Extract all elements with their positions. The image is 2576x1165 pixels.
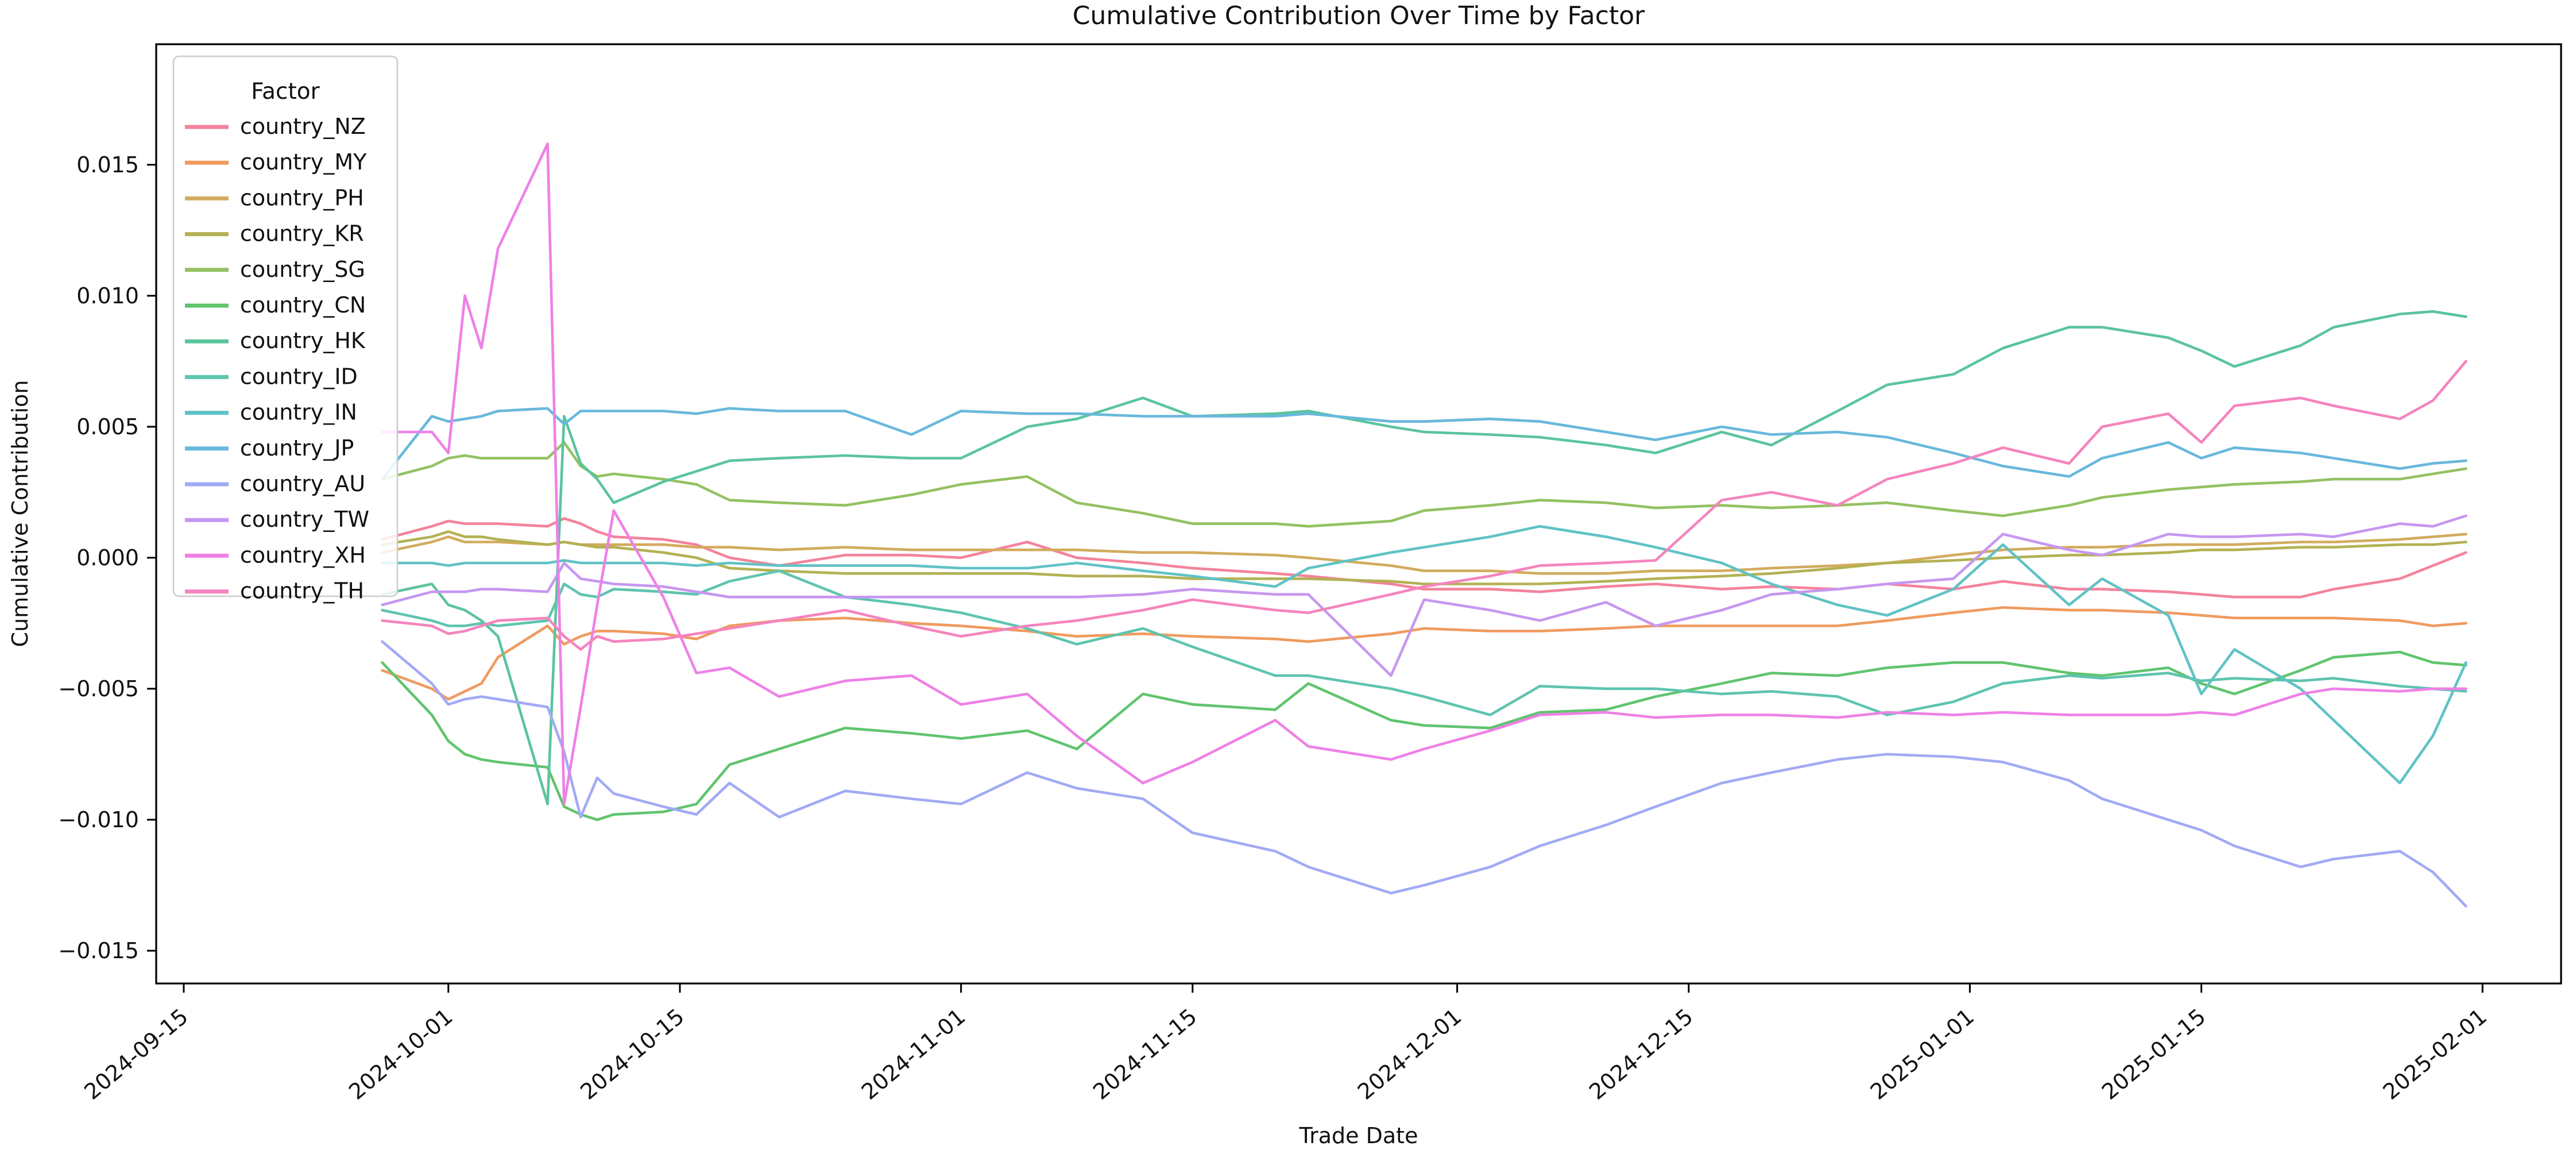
x-tick-label: 2025-01-15 — [2097, 1004, 2210, 1105]
y-axis-label: Cumulative Contribution — [7, 380, 33, 647]
legend-item-country_IN: country_IN — [185, 400, 357, 425]
series-line-country_TH — [381, 360, 2467, 651]
legend-item-country_HK: country_HK — [185, 328, 366, 353]
y-tick-label: 0.005 — [76, 414, 139, 439]
legend-label-country_TH: country_TH — [240, 578, 364, 604]
legend-items: country_NZ country_MY country_PH country_KR… — [185, 114, 369, 604]
series-line-country_NZ — [381, 517, 2467, 599]
legend-label-country_ID: country_ID — [240, 364, 358, 389]
x-tick-label: 2024-10-15 — [575, 1004, 689, 1105]
x-tick-label: 2025-02-01 — [2378, 1004, 2492, 1105]
legend-label-country_KR: country_KR — [240, 221, 364, 246]
legend-item-country_ID: country_ID — [185, 364, 358, 389]
y-tick-label: 0.010 — [76, 283, 139, 308]
y-tick-label: 0.015 — [76, 152, 139, 178]
legend-item-country_AU: country_AU — [185, 471, 365, 496]
legend-box — [172, 55, 399, 597]
y-tick-label: −0.015 — [58, 938, 139, 963]
x-tick-label: 2025-01-01 — [1866, 1004, 1979, 1105]
y-tick-label: 0.000 — [76, 545, 139, 570]
legend-label-country_JP: country_JP — [240, 435, 354, 461]
legend-label-country_SG: country_SG — [240, 257, 365, 282]
legend-item-country_XH: country_XH — [185, 542, 366, 568]
x-axis-label: Trade Date — [1299, 1123, 1418, 1148]
x-axis-ticks: 2024-09-15 2024-10-01 2024-10-15 2024-11-01… — [79, 983, 2492, 1105]
legend-item-country_JP: country_JP — [185, 435, 354, 461]
series-line-country_CN — [381, 650, 2467, 821]
legend-item-country_TW: country_TW — [185, 507, 369, 532]
y-axis-ticks: 0.015 0.010 0.005 0.000 −0.005 −0.010 −0.015 — [58, 152, 156, 963]
legend-item-country_CN: country_CN — [185, 292, 366, 318]
y-tick-label: −0.010 — [58, 807, 139, 832]
x-tick-label: 2024-11-15 — [1088, 1004, 1201, 1105]
legend-label-country_NZ: country_NZ — [240, 114, 366, 139]
legend-title: Factor — [251, 79, 320, 105]
legend-label-country_AU: country_AU — [240, 471, 365, 496]
legend-label-country_PH: country_PH — [240, 185, 364, 210]
chart-title: Cumulative Contribution Over Time by Fac… — [1073, 1, 1645, 30]
series-line-country_MY — [381, 606, 2467, 701]
legend-label-country_TW: country_TW — [240, 507, 369, 532]
legend-item-country_TH: country_TH — [185, 578, 364, 604]
legend-item-country_NZ: country_NZ — [185, 114, 366, 139]
plot-frame — [155, 43, 2562, 985]
series-line-country_TW — [381, 514, 2467, 677]
x-tick-label: 2024-12-15 — [1584, 1004, 1697, 1105]
x-tick-label: 2024-12-01 — [1353, 1004, 1466, 1105]
series-line-country_AU — [381, 640, 2467, 908]
legend: Factor country_NZcountry_MYcountry_PHcou… — [172, 55, 399, 604]
series-line-country_JP — [381, 407, 2467, 481]
legend-label-country_MY: country_MY — [240, 149, 367, 175]
legend-label-country_XH: country_XH — [240, 542, 366, 568]
x-tick-label: 2024-09-15 — [79, 1004, 192, 1105]
legend-item-country_KR: country_KR — [185, 221, 364, 246]
series-line-country_HK — [381, 310, 2467, 805]
legend-item-country_PH: country_PH — [185, 185, 364, 210]
legend-item-country_MY: country_MY — [185, 149, 367, 175]
legend-label-country_CN: country_CN — [240, 292, 366, 318]
legend-label-country_IN: country_IN — [240, 400, 357, 425]
legend-item-country_SG: country_SG — [185, 257, 365, 282]
series-line-country_SG — [381, 441, 2467, 528]
series-line-country_IN — [381, 524, 2467, 785]
series-line-country_ID — [381, 569, 2467, 716]
series-line-country_XH — [381, 142, 2467, 805]
x-tick-label: 2024-10-01 — [344, 1004, 457, 1105]
series-lines — [381, 142, 2467, 908]
y-tick-label: −0.005 — [58, 676, 139, 701]
x-tick-label: 2024-11-01 — [857, 1004, 970, 1105]
legend-label-country_HK: country_HK — [240, 328, 366, 353]
